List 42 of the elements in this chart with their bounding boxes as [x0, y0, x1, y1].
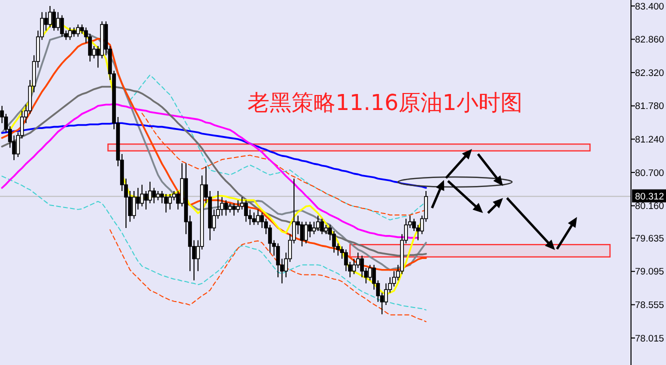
candlestick: [228, 202, 232, 214]
candlestick: [152, 187, 156, 204]
candlestick: [368, 264, 372, 281]
candlestick: [168, 194, 172, 210]
line-series: [2, 176, 426, 310]
y-tick-label: 81.780: [635, 101, 664, 112]
candlestick: [52, 8, 56, 32]
candlestick: [316, 215, 320, 232]
candlestick: [72, 27, 76, 38]
candlestick: [132, 190, 136, 220]
y-tick-label: 79.095: [635, 266, 664, 278]
y-tick-label: 82.860: [635, 34, 664, 46]
y-tick-label: 79.635: [635, 233, 664, 244]
candlestick: [156, 190, 160, 201]
candlestick: [304, 221, 308, 244]
candlestick: [68, 27, 72, 40]
candlestick: [252, 212, 256, 226]
candlestick: [308, 221, 312, 238]
candlestick: [56, 12, 60, 32]
candlestick: [48, 5, 52, 28]
candlestick: [324, 224, 328, 235]
candlestick: [256, 208, 260, 226]
candlestick: [224, 200, 228, 216]
candlestick: [140, 184, 144, 207]
candlestick: [320, 218, 324, 235]
candlestick: [144, 190, 148, 210]
y-tick-label: 78.015: [635, 333, 664, 344]
y-tick-label: 78.555: [635, 300, 664, 312]
candlestick: [236, 200, 240, 214]
candlestick: [60, 14, 64, 38]
ref-line-label: 80.312: [635, 192, 664, 203]
y-tick-label: 83.400: [635, 1, 664, 12]
candlestick: [244, 200, 248, 222]
y-tick-label: 82.320: [635, 68, 664, 79]
y-tick-label: 80.160: [635, 201, 664, 212]
line-series: [110, 229, 426, 322]
text: 老黑策略11.16原油1小时图: [248, 91, 522, 116]
y-tick-label: 80.700: [635, 168, 664, 179]
candlestick: [164, 194, 168, 214]
candlestick: [76, 24, 80, 38]
y-tick-label: 81.240: [635, 134, 664, 146]
candlestick: [232, 202, 236, 216]
